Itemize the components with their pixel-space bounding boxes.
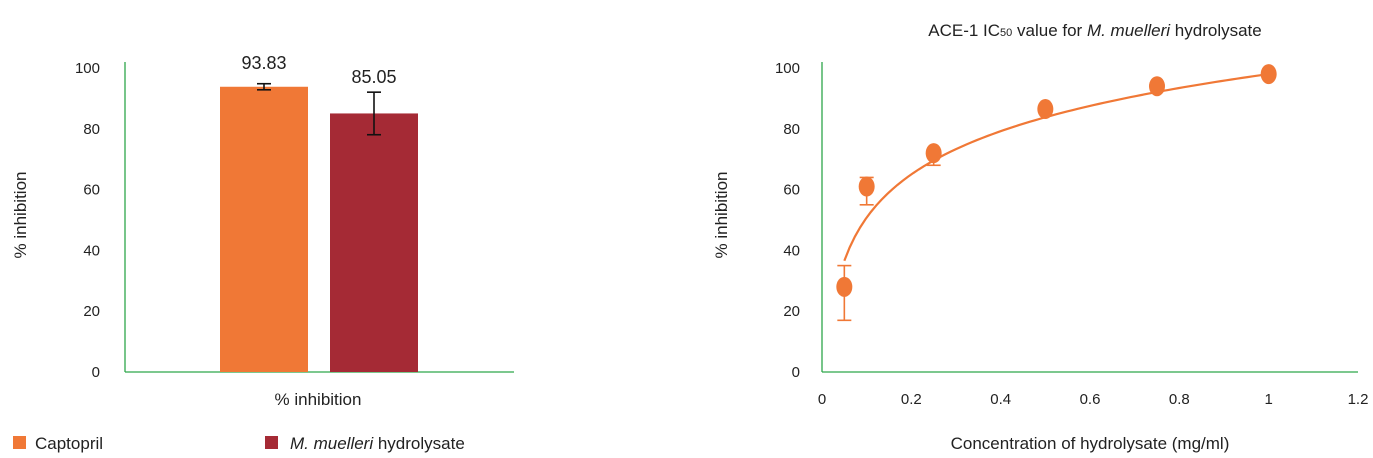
- bar-y-tick-label: 0: [92, 364, 100, 381]
- scatter-point-1: [858, 176, 875, 197]
- scatter-title-prefix: ACE-1 IC: [928, 21, 1000, 40]
- scatter-y-axis-label: % inhibition: [712, 172, 731, 259]
- bar-y-axis-label: % inhibition: [11, 172, 30, 259]
- bar-0: [220, 86, 308, 372]
- bar-data-label-0: 93.83: [241, 53, 286, 73]
- scatter-x-tick-label: 1: [1264, 391, 1272, 408]
- bar-y-tick-label: 20: [83, 303, 100, 320]
- scatter-x-axis-label: Concentration of hydrolysate (mg/ml): [951, 434, 1230, 453]
- scatter-x-tick-label: 0.2: [901, 391, 922, 408]
- scatter-x-tick-label: 0: [818, 391, 826, 408]
- scatter-point-2: [925, 143, 942, 164]
- bar-1: [330, 113, 418, 372]
- bar-legend: Captopril M. muelleri hydrolysate: [13, 434, 465, 453]
- scatter-x-tick-label: 1.2: [1348, 391, 1369, 408]
- bar-y-ticks: 0 20 40 60 80 100: [75, 60, 100, 381]
- scatter-point-5: [1260, 64, 1277, 85]
- bar-y-tick-label: 60: [83, 182, 100, 199]
- scatter-x-tick-label: 0.6: [1080, 391, 1101, 408]
- scatter-point-0: [836, 276, 853, 297]
- scatter-y-tick-label: 100: [775, 60, 800, 77]
- legend-swatch-hydrolysate: [265, 436, 278, 449]
- scatter-title-suffix: hydrolysate: [1170, 21, 1262, 40]
- scatter-y-tick-label: 40: [783, 242, 800, 259]
- scatter-x-tick-label: 0.4: [990, 391, 1011, 408]
- bars: 93.83 85.05: [220, 53, 418, 372]
- bar-y-tick-label: 80: [83, 121, 100, 138]
- scatter-y-tick-label: 60: [783, 182, 800, 199]
- scatter-point-4: [1149, 76, 1165, 97]
- legend-label-hydrolysate-italic: M. muelleri: [290, 434, 374, 453]
- scatter-y-tick-label: 80: [783, 121, 800, 138]
- bar-y-tick-label: 40: [83, 242, 100, 259]
- scatter-title-middle: value for: [1012, 21, 1087, 40]
- legend-label-captopril: Captopril: [35, 434, 103, 453]
- legend-swatch-captopril: [13, 436, 26, 449]
- scatter-title-sub: 50: [1000, 27, 1012, 39]
- scatter-y-tick-label: 20: [783, 303, 800, 320]
- bar-data-label-1: 85.05: [351, 67, 396, 87]
- bar-x-axis-label: % inhibition: [275, 390, 362, 409]
- scatter-x-tick-label: 0.8: [1169, 391, 1190, 408]
- scatter-point-3: [1037, 99, 1054, 120]
- legend-label-hydrolysate: M. muelleri hydrolysate: [290, 434, 465, 453]
- scatter-x-ticks: 0 0.2 0.4 0.6 0.8 1 1.2: [818, 391, 1369, 408]
- bar-y-tick-label: 100: [75, 60, 100, 77]
- scatter-y-tick-label: 0: [792, 364, 800, 381]
- scatter-trendline: [843, 72, 1269, 262]
- scatter-points: [836, 64, 1277, 322]
- scatter-title-italic: M. muelleri: [1087, 21, 1171, 40]
- scatter-y-ticks: 0 20 40 60 80 100: [775, 60, 800, 381]
- bar-chart: % inhibition 0 20 40 60 80 100 93.83 85.05 % i…: [11, 53, 514, 453]
- scatter-title: ACE-1 IC50 value for M. muelleri hydroly…: [928, 21, 1262, 40]
- scatter-chart: ACE-1 IC50 value for M. muelleri hydroly…: [712, 21, 1368, 453]
- legend-label-hydrolysate-rest: hydrolysate: [373, 434, 465, 453]
